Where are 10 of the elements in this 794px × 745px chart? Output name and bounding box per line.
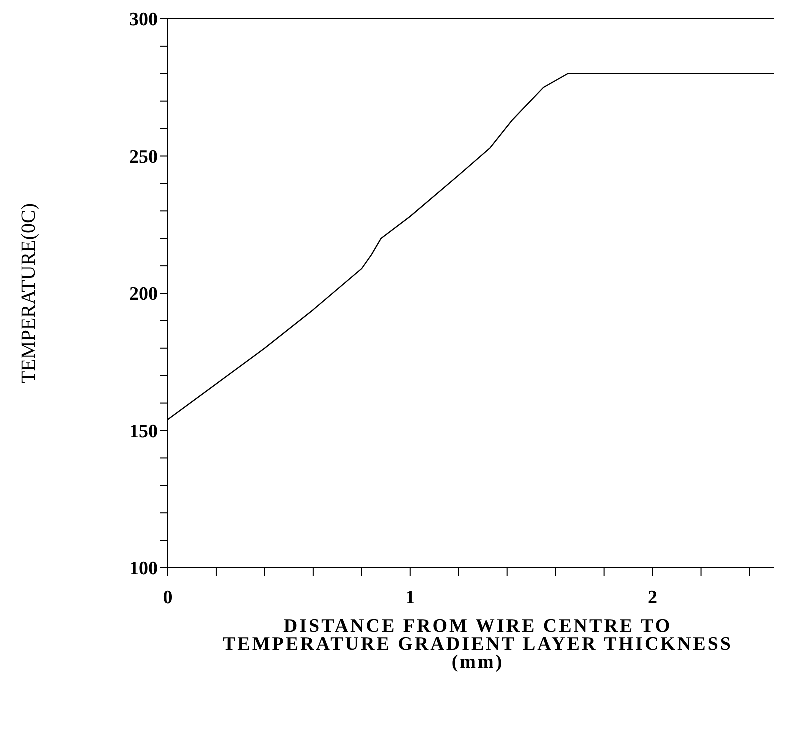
y-tick-label: 200 — [130, 284, 158, 306]
x-tick-label: 0 — [163, 587, 173, 608]
y-tick-label: 250 — [130, 146, 158, 168]
x-tick-label: 2 — [648, 587, 658, 608]
x-tick-label: 1 — [406, 587, 416, 608]
y-tick-label: 100 — [130, 558, 158, 580]
x-axis-title: DISTANCE FROM WIRE CENTRE TO TEMPERATURE GRADIENT LAYER THICKNESS (mm) — [222, 616, 734, 673]
y-tick-label: 150 — [130, 421, 158, 442]
y-tick-label: 300 — [130, 10, 158, 31]
y-axis-title: TEMPERATURE(0C) — [18, 204, 40, 384]
